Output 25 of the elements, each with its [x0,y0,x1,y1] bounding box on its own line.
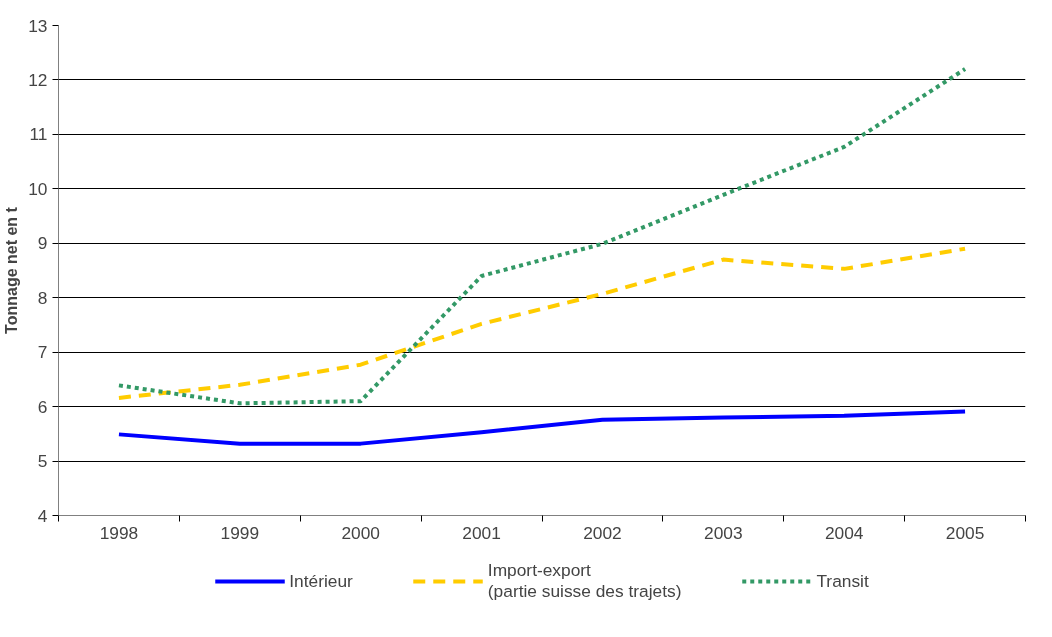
x-tick-label: 1999 [220,522,260,543]
x-tick-label: 2003 [704,522,743,543]
x-tick-label: 2001 [462,522,501,543]
y-tick-label: 10 [28,178,48,199]
line-series [116,67,968,406]
x-tick-label: 2002 [583,522,622,543]
y-tick-label: 7 [37,342,48,363]
line-series [116,409,968,446]
x-tick-label: 2005 [945,522,985,543]
x-tick-label: 1998 [99,522,139,543]
y-tick-label: 11 [29,124,48,145]
y-tick-label: 4 [37,505,48,526]
x-tick-label: 2004 [824,522,864,543]
y-tick-label: 6 [37,396,48,417]
y-tick-label: 8 [37,287,48,308]
legend-label: Intérieur [289,570,353,592]
y-tick-label: 5 [37,451,48,472]
legend-label: Transit [816,570,869,592]
x-tick-label: 2000 [341,522,380,543]
y-axis-title: Tonnage net en t [3,206,21,334]
y-tick-label: 9 [37,233,48,254]
legend-label: Import-export (partie suisse des trajets) [487,560,682,602]
y-tick-label: 12 [28,69,48,90]
y-tick-label: 13 [28,15,48,36]
line-series [116,246,968,400]
